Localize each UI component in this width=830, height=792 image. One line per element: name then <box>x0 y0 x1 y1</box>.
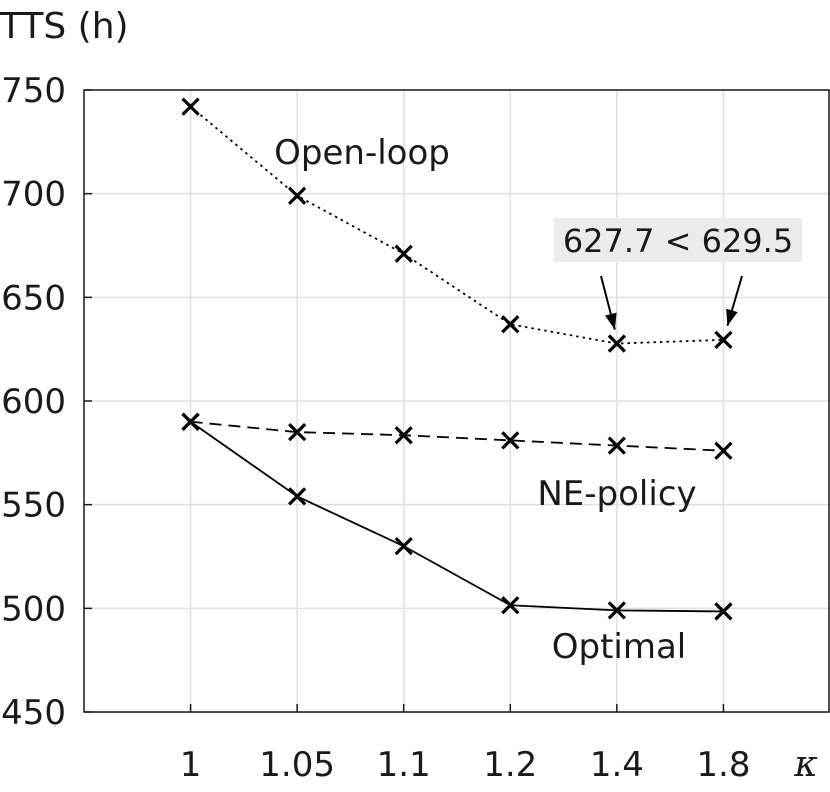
data-point-optimal <box>181 412 200 431</box>
data-point-optimal <box>607 601 626 620</box>
y-tick-label: 750 <box>1 71 66 111</box>
series-line-open-loop <box>189 105 724 345</box>
series-label-optimal: Optimal <box>552 627 687 667</box>
x-tick-label: 1.2 <box>483 745 537 785</box>
x-tick-label: 1.4 <box>590 745 644 785</box>
data-point-optimal <box>714 602 733 621</box>
x-tick-label: 1.1 <box>377 745 431 785</box>
data-point-optimal <box>288 487 307 506</box>
data-point-ne-policy <box>501 431 520 450</box>
x-axis-label: κ <box>793 744 818 785</box>
series-label-open-loop: Open-loop <box>274 133 450 173</box>
annotation-arrow-head <box>726 308 738 326</box>
y-tick-label: 450 <box>1 693 66 733</box>
plot-frame <box>83 89 830 713</box>
x-tick-labels: 1 1.05 1.1 1.2 1.4 1.8 <box>180 745 751 785</box>
annotation-box <box>554 218 802 262</box>
data-point-ne-policy <box>714 441 733 460</box>
series-line-ne-policy <box>190 420 724 452</box>
data-point-ne-policy <box>394 426 413 445</box>
y-tick-label: 500 <box>1 589 66 629</box>
x-tick-label: 1 <box>180 745 202 785</box>
x-tick-label: 1.05 <box>259 745 335 785</box>
annotation-arrow-head <box>605 312 617 330</box>
annotation-text: 627.7 < 629.5 <box>563 222 793 260</box>
series-layer: Open-loop NE-policy Optimal <box>181 97 733 667</box>
data-point-ne-policy <box>288 422 307 442</box>
series-ne-policy: NE-policy <box>181 412 733 514</box>
x-tick-label: 1.8 <box>696 745 750 785</box>
y-tick-label: 550 <box>1 486 66 526</box>
data-point-optimal <box>394 537 413 556</box>
y-tick-label: 600 <box>1 382 66 422</box>
data-point-optimal <box>501 596 520 615</box>
y-axis-label: TTS (h) <box>0 6 129 47</box>
y-tick-label: 700 <box>1 175 66 215</box>
y-tick-label: 650 <box>1 278 66 318</box>
data-point-open-loop <box>501 315 520 334</box>
data-point-open-loop <box>394 244 413 263</box>
data-point-open-loop <box>607 334 626 353</box>
data-point-open-loop <box>181 97 200 116</box>
series-optimal: Optimal <box>181 412 733 667</box>
y-tick-labels: 450 500 550 600 650 700 750 <box>1 71 66 733</box>
data-point-ne-policy <box>607 436 626 455</box>
annotation: 627.7 < 629.5 <box>554 218 802 330</box>
series-open-loop: Open-loop <box>181 97 733 353</box>
data-point-open-loop <box>288 186 307 205</box>
series-line-optimal <box>190 420 724 613</box>
series-label-ne-policy: NE-policy <box>537 474 696 514</box>
data-point-open-loop <box>714 330 733 349</box>
